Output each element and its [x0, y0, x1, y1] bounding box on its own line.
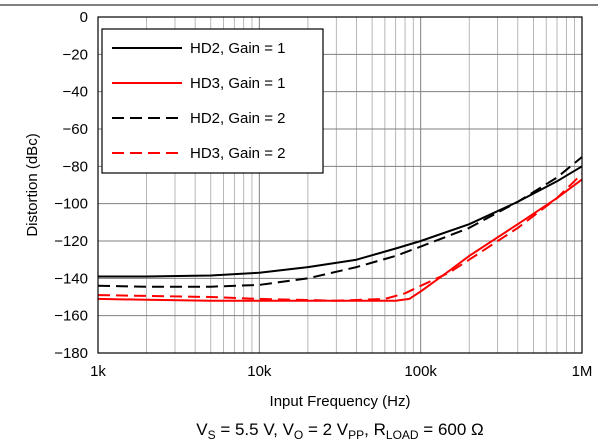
cond-rl-sub: LOAD: [386, 428, 419, 442]
y-tick-label: −180: [54, 345, 88, 362]
cond-vs-sub: S: [208, 428, 216, 442]
y-tick-label: −60: [63, 121, 88, 138]
y-tick-label: −20: [63, 46, 88, 63]
test-conditions: VS = 5.5 V, VO = 2 VPP, RLOAD = 600 Ω: [196, 420, 484, 442]
series-line-1: [98, 165, 583, 278]
legend: HD2, Gain = 1 HD3, Gain = 1 HD2, Gain = 2 H…: [101, 28, 324, 174]
y-tick-label: −140: [54, 270, 88, 287]
cond-vs: V: [196, 420, 208, 439]
plot-frame: [97, 16, 583, 354]
y-tick-label: 0: [80, 9, 88, 26]
x-tick-label: 100k: [404, 363, 437, 380]
cond-vs-val: = 5.5 V,: [216, 420, 283, 439]
series-layer: [97, 156, 583, 302]
cond-vo: V: [283, 420, 295, 439]
y-axis-label: Distortion (dBc): [24, 133, 41, 236]
cond-sep: ,: [364, 420, 373, 439]
cond-rl: R: [374, 420, 386, 439]
y-tick-labels: 0 −20 −40 −60 −80 −100 −120 −140 −160 −180: [54, 9, 88, 362]
cond-rl-val: = 600 Ω: [419, 420, 484, 439]
legend-label-4: HD3, Gain = 2: [190, 145, 285, 162]
y-tick-label: −80: [63, 158, 88, 175]
series-line-2: [97, 178, 583, 302]
legend-label-1: HD2, Gain = 1: [190, 40, 285, 57]
legend-box: [101, 28, 324, 174]
x-tick-label: 10k: [247, 363, 272, 380]
y-tick-label: −40: [63, 84, 88, 101]
x-tick-label: 1k: [90, 363, 106, 380]
x-axis-label: Input Frequency (Hz): [270, 393, 411, 410]
x-tick-labels: 1k 10k 100k 1M: [90, 363, 592, 380]
cond-vo-sub: O: [294, 428, 303, 442]
y-tick-label: −120: [54, 233, 88, 250]
series-line-3: [97, 156, 583, 288]
cond-vo-val: = 2 V: [303, 420, 349, 439]
y-tick-label: −100: [54, 196, 88, 213]
y-tick-label: −160: [54, 308, 88, 325]
legend-label-2: HD3, Gain = 1: [190, 75, 285, 92]
x-tick-label: 1M: [572, 363, 593, 380]
legend-label-3: HD2, Gain = 2: [190, 110, 285, 127]
cond-vpp-sub: PP: [348, 428, 364, 442]
series-line-4: [97, 173, 583, 302]
